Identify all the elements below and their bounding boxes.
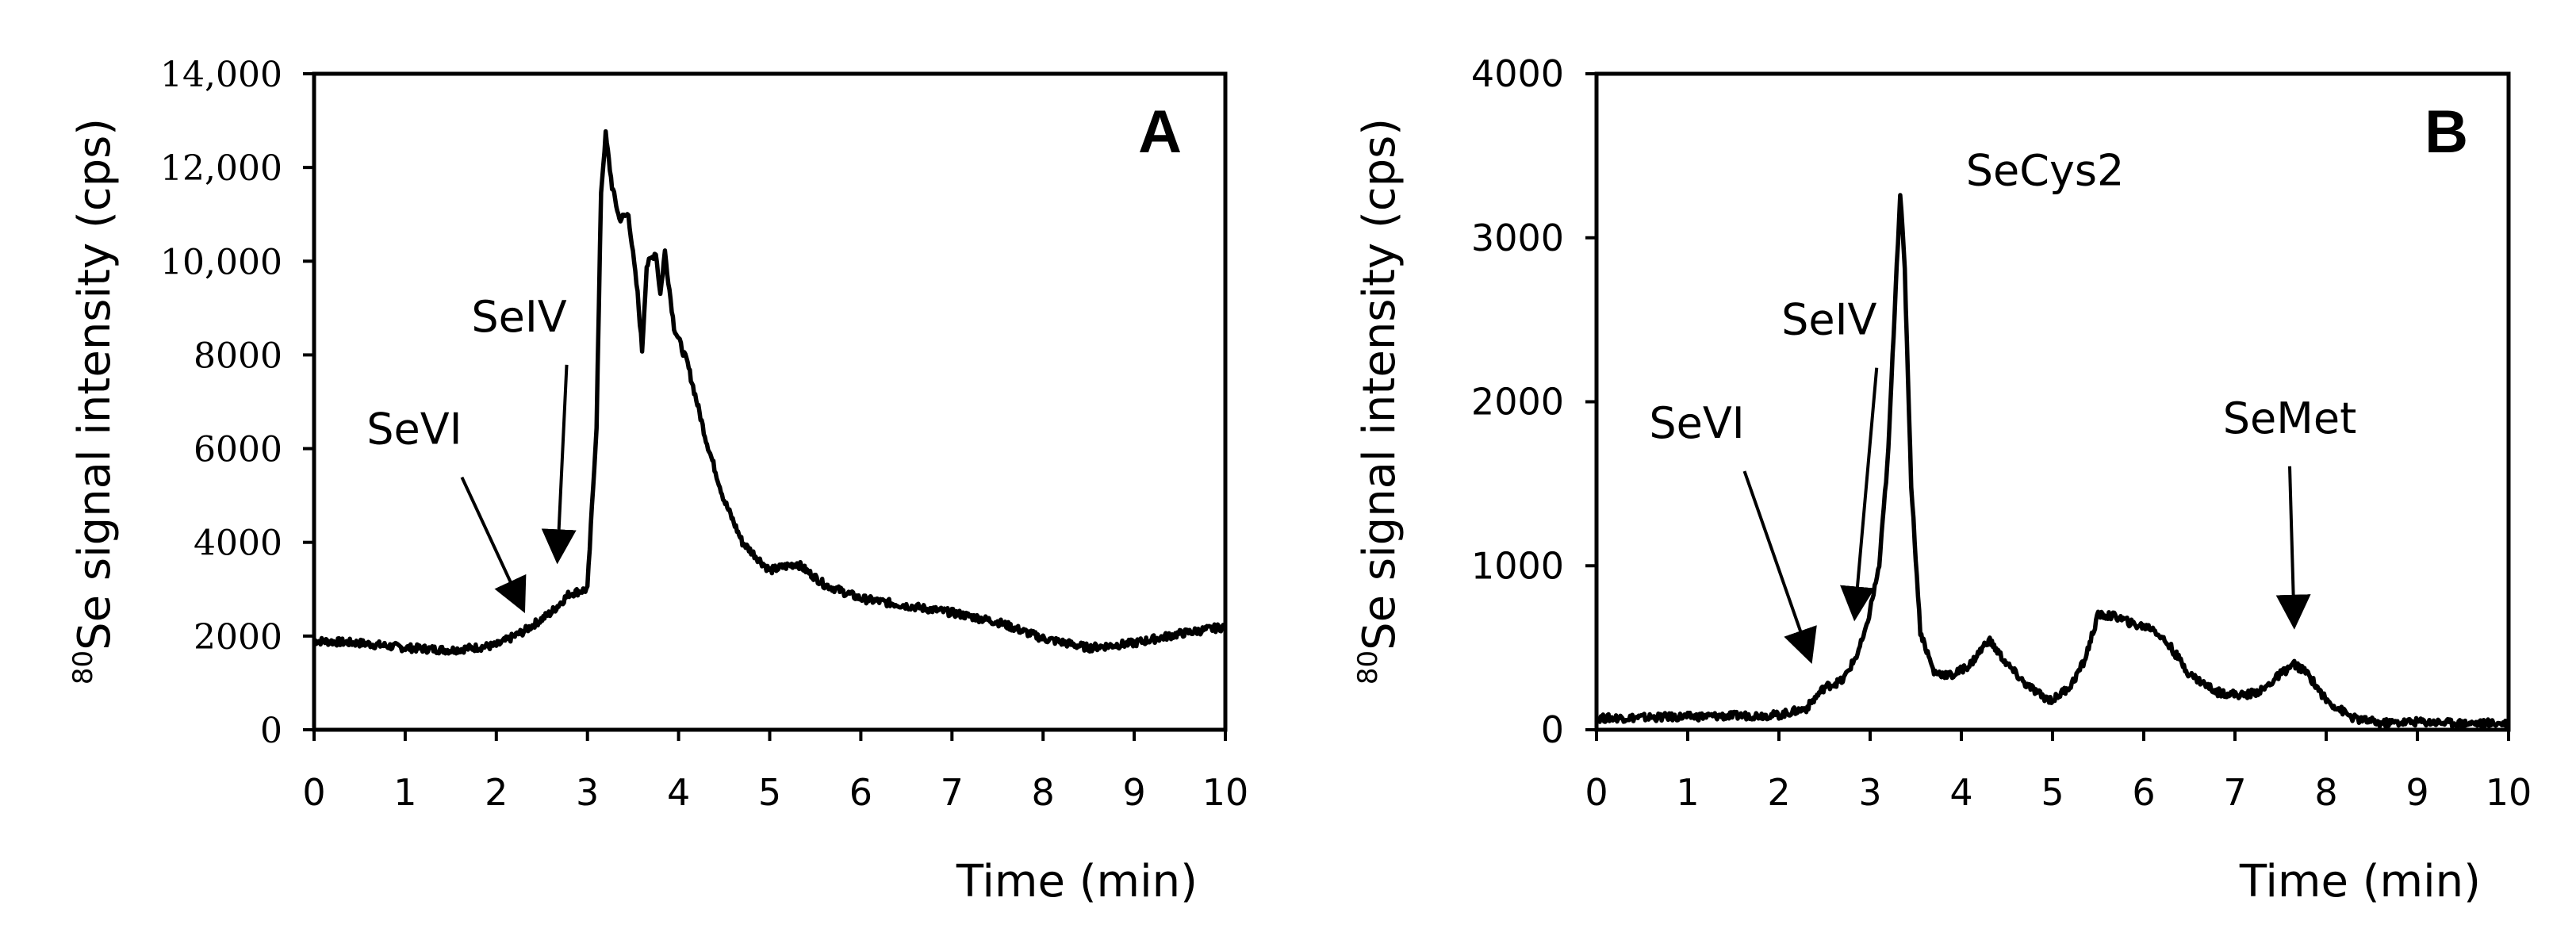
x-tick-label: 8 (1032, 771, 1055, 814)
plot-frame (312, 71, 1228, 732)
y-axis-label-text: Se signal intensity (cps) (69, 118, 121, 650)
y-tick-label: 14,000 (160, 55, 282, 95)
x-tick-label: 7 (941, 771, 964, 814)
y-ticks: 0 1000 2000 3000 4000 (1471, 52, 1597, 751)
x-axis-label: Time (min) (2239, 856, 2481, 907)
x-tick-label: 10 (2486, 771, 2532, 814)
x-tick-label: 10 (1202, 771, 1249, 814)
annotations: SeVI SeIV SeCys2 SeMet (1649, 146, 2357, 664)
x-tick-label: 3 (1858, 771, 1881, 814)
y-tick-label: 3000 (1471, 217, 1564, 259)
panel-label: A (1138, 98, 1182, 166)
annotation-label: SeVI (366, 405, 462, 455)
x-tick-label: 6 (849, 771, 872, 814)
annotation-label: SeVI (1649, 398, 1744, 448)
x-tick-label: 4 (1949, 771, 1972, 814)
x-ticks: 0 1 2 3 4 5 6 7 8 9 10 (1585, 730, 2532, 814)
annotation-arrow (541, 364, 577, 565)
chart-panel-a: 0 1 2 3 4 5 6 7 8 9 10 0 2000 4000 6000 8000 10,000 12,0… (67, 55, 1248, 907)
y-tick-label: 6000 (194, 430, 282, 470)
x-tick-label: 0 (1585, 771, 1608, 814)
y-tick-label: 8000 (194, 336, 282, 376)
y-tick-label: 4000 (194, 524, 282, 564)
y-tick-label: 10,000 (160, 242, 282, 282)
svg-text:80Se signal intensity (cps): 80Se signal intensity (cps) (1352, 118, 1405, 685)
y-tick-label: 4000 (1471, 52, 1564, 95)
y-axis-label-text: Se signal intensity (cps) (1354, 118, 1405, 650)
x-axis-label: Time (min) (956, 856, 1198, 907)
x-tick-label: 1 (1676, 771, 1699, 814)
svg-text:80Se signal intensity (cps): 80Se signal intensity (cps) (67, 118, 121, 685)
annotation-arrow (1742, 470, 1817, 664)
annotation-arrow (460, 476, 527, 613)
y-axis-label: 80Se signal intensity (cps) (67, 118, 121, 685)
y-tick-label: 0 (1541, 708, 1564, 751)
x-tick-label: 6 (2132, 771, 2155, 814)
x-tick-label: 5 (2041, 771, 2064, 814)
y-ticks: 0 2000 4000 6000 8000 10,000 12,000 14,000 (160, 55, 314, 751)
annotation-arrow (2275, 466, 2311, 630)
x-tick-label: 2 (485, 771, 508, 814)
x-tick-label: 1 (393, 771, 416, 814)
x-tick-label: 7 (2223, 771, 2246, 814)
data-series-line (1594, 193, 2510, 730)
annotation-label: SeCys2 (1966, 146, 2125, 196)
y-axis-label-superscript: 80 (1352, 650, 1384, 685)
y-tick-label: 0 (260, 711, 282, 751)
y-tick-label: 12,000 (160, 148, 282, 189)
y-tick-label: 2000 (1471, 381, 1564, 424)
y-axis-label-superscript: 80 (67, 650, 99, 685)
x-tick-label: 4 (667, 771, 690, 814)
x-tick-label: 2 (1767, 771, 1790, 814)
annotation-label: SeMet (2223, 393, 2357, 443)
y-axis-label: 80Se signal intensity (cps) (1352, 118, 1405, 685)
x-tick-label: 8 (2314, 771, 2337, 814)
y-tick-label: 1000 (1471, 544, 1564, 587)
annotations: SeVI SeIV (366, 292, 577, 613)
annotation-arrow (1840, 367, 1879, 622)
x-tick-label: 0 (302, 771, 325, 814)
annotation-label: SeIV (1781, 295, 1876, 345)
x-tick-label: 3 (576, 771, 599, 814)
x-tick-label: 9 (2405, 771, 2428, 814)
y-tick-label: 2000 (194, 617, 282, 658)
panel-label: B (2425, 98, 2468, 166)
annotation-label: SeIV (471, 292, 566, 342)
x-ticks: 0 1 2 3 4 5 6 7 8 9 10 (302, 730, 1248, 814)
data-series-line (312, 129, 1227, 656)
x-tick-label: 5 (758, 771, 781, 814)
x-tick-label: 9 (1122, 771, 1145, 814)
